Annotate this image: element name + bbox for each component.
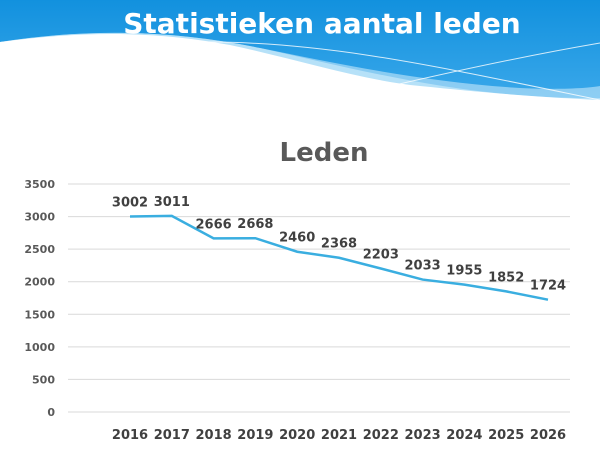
y-tick-label: 3500 <box>24 178 55 191</box>
header-background <box>0 0 600 111</box>
x-axis: 2016 2017 2018 2019 2020 2021 2022 2023 2024 2025… <box>112 428 566 443</box>
x-tick-label: 2022 <box>363 428 399 443</box>
y-tick-label: 500 <box>32 373 55 386</box>
data-label: 1852 <box>488 270 524 285</box>
x-tick-label: 2016 <box>112 428 148 443</box>
data-label: 2033 <box>405 259 441 274</box>
data-label: 2368 <box>321 237 357 252</box>
plot-area: 3002 3011 2666 2668 2460 2368 2203 2033 1955 1852… <box>112 195 566 301</box>
x-tick-label: 2018 <box>196 428 232 443</box>
x-tick-label: 2019 <box>237 428 273 443</box>
data-label: 1955 <box>446 264 482 279</box>
data-label: 2666 <box>196 217 232 232</box>
x-tick-label: 2025 <box>488 428 524 443</box>
data-label: 2668 <box>237 217 273 232</box>
slide-title: Statistieken aantal leden <box>123 7 521 40</box>
data-label: 3002 <box>112 195 148 210</box>
gridlines <box>68 183 570 413</box>
data-label: 1724 <box>530 279 566 294</box>
y-tick-label: 1500 <box>24 308 55 321</box>
series-line <box>129 214 549 301</box>
y-tick-label: 3000 <box>24 211 55 224</box>
y-axis: 0 500 1000 1500 2000 2500 3000 3500 <box>24 178 55 419</box>
x-tick-label: 2020 <box>279 428 315 443</box>
y-tick-label: 2500 <box>24 243 55 256</box>
x-tick-label: 2026 <box>530 428 566 443</box>
data-label: 2203 <box>363 247 399 262</box>
x-tick-label: 2024 <box>446 428 482 443</box>
y-tick-label: 1000 <box>24 341 55 354</box>
data-label: 2460 <box>279 231 315 246</box>
y-tick-label: 2000 <box>24 276 55 289</box>
y-tick-label: 0 <box>47 406 55 419</box>
data-label: 3011 <box>154 195 190 210</box>
x-tick-label: 2021 <box>321 428 357 443</box>
x-tick-label: 2017 <box>154 428 190 443</box>
x-tick-label: 2023 <box>405 428 441 443</box>
chart-title: Leden <box>280 138 369 168</box>
